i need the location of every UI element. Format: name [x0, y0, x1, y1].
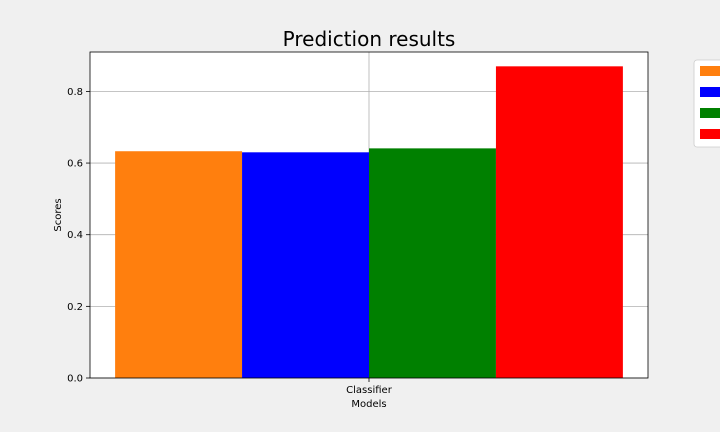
- chart-title: Prediction results: [283, 27, 456, 51]
- legend-frame: [693, 59, 720, 148]
- bar-series-2: [242, 152, 369, 378]
- legend: [693, 59, 720, 148]
- legend-swatch-series-3: [700, 108, 720, 118]
- legend-swatch-series-2: [700, 87, 720, 97]
- bar-series-4: [495, 66, 623, 378]
- y-tick-label: 0.4: [67, 230, 83, 241]
- y-tick-label: 0.0: [67, 374, 83, 385]
- y-axis-label: Scores: [53, 198, 64, 231]
- legend-swatch-series-1: [700, 66, 720, 76]
- y-tick-label: 0.2: [67, 302, 83, 313]
- y-axis-ticks: 0.0 0.2 0.4 0.6 0.8: [67, 87, 90, 385]
- bar-series-3: [369, 148, 496, 378]
- x-axis-ticks: Classifier: [346, 378, 393, 396]
- y-tick-label: 0.8: [67, 87, 83, 98]
- x-tick-label: Classifier: [346, 385, 393, 396]
- x-axis-label: Models: [351, 399, 386, 410]
- bar-series-1: [115, 151, 243, 378]
- bars: [115, 66, 623, 378]
- legend-swatch-series-4: [700, 129, 720, 139]
- y-tick-label: 0.6: [67, 159, 83, 170]
